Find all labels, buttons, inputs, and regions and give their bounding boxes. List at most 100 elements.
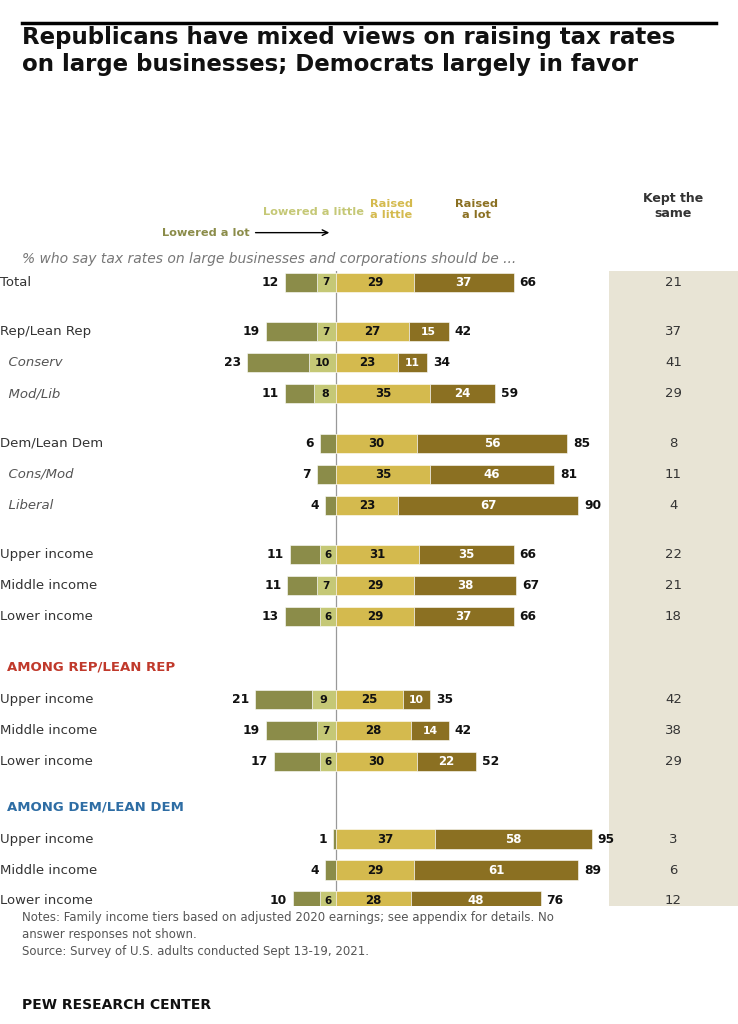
- Text: 21: 21: [665, 580, 682, 592]
- Text: Upper income: Upper income: [0, 833, 94, 846]
- Bar: [285, 607, 320, 627]
- Text: 11: 11: [264, 580, 281, 592]
- Text: 9: 9: [320, 694, 328, 705]
- Text: Raised
a little: Raised a little: [370, 199, 413, 220]
- Text: Middle income: Middle income: [0, 724, 97, 737]
- Text: % who say tax rates on large businesses and corporations should be ...: % who say tax rates on large businesses …: [22, 252, 517, 266]
- Text: 35: 35: [375, 387, 391, 400]
- Bar: [325, 496, 336, 515]
- Bar: [336, 272, 414, 292]
- Bar: [336, 752, 416, 771]
- Text: Notes: Family income tiers based on adjusted 2020 earnings; see appendix for det: Notes: Family income tiers based on adju…: [22, 911, 554, 958]
- Text: 66: 66: [520, 275, 537, 289]
- Text: Lower income: Lower income: [0, 895, 93, 907]
- Text: Mod/Lib: Mod/Lib: [0, 387, 61, 400]
- Text: Dem/Lean Dem: Dem/Lean Dem: [0, 437, 103, 450]
- Text: Conserv: Conserv: [0, 356, 63, 370]
- Bar: [430, 384, 494, 403]
- Text: Republicans have mixed views on raising tax rates
on large businesses; Democrats: Republicans have mixed views on raising …: [22, 26, 675, 76]
- Text: 18: 18: [665, 610, 682, 624]
- Bar: [414, 577, 517, 595]
- Text: 29: 29: [367, 610, 383, 624]
- Bar: [285, 272, 317, 292]
- Text: 38: 38: [665, 724, 682, 737]
- Text: 29: 29: [367, 275, 383, 289]
- Text: 10: 10: [269, 895, 287, 907]
- Text: Kept the
same: Kept the same: [644, 193, 703, 220]
- Text: AMONG REP/LEAN REP: AMONG REP/LEAN REP: [7, 660, 176, 674]
- Text: 90: 90: [584, 499, 601, 512]
- Text: 6: 6: [669, 863, 677, 877]
- Text: 30: 30: [368, 755, 384, 768]
- Text: 7: 7: [323, 726, 330, 735]
- Bar: [336, 607, 414, 627]
- Bar: [336, 323, 409, 341]
- Text: 42: 42: [455, 326, 472, 338]
- Text: 25: 25: [362, 693, 378, 707]
- Text: 95: 95: [598, 833, 615, 846]
- Text: Upper income: Upper income: [0, 693, 94, 707]
- Bar: [336, 465, 430, 483]
- Text: Lower income: Lower income: [0, 610, 93, 624]
- Bar: [414, 607, 514, 627]
- Text: 81: 81: [560, 468, 577, 480]
- Text: 76: 76: [546, 895, 564, 907]
- Text: 21: 21: [665, 275, 682, 289]
- Bar: [287, 577, 317, 595]
- Text: 28: 28: [365, 724, 382, 737]
- Bar: [419, 545, 514, 564]
- Bar: [317, 465, 336, 483]
- Bar: [247, 353, 309, 373]
- Text: 41: 41: [665, 356, 682, 370]
- Text: Liberal: Liberal: [0, 499, 53, 512]
- Text: Rep/Lean Rep: Rep/Lean Rep: [0, 326, 91, 338]
- Text: Lowered a little: Lowered a little: [263, 207, 364, 217]
- Bar: [325, 860, 336, 880]
- Text: 4: 4: [311, 863, 319, 877]
- Bar: [416, 433, 568, 453]
- Text: 24: 24: [454, 387, 471, 400]
- Bar: [290, 545, 320, 564]
- Bar: [336, 545, 419, 564]
- Text: 3: 3: [669, 833, 677, 846]
- Text: 12: 12: [665, 895, 682, 907]
- Text: 1: 1: [319, 833, 327, 846]
- Text: 11: 11: [261, 387, 279, 400]
- Text: 27: 27: [364, 326, 380, 338]
- Text: 29: 29: [665, 755, 682, 768]
- Bar: [266, 721, 317, 740]
- Text: 52: 52: [482, 755, 499, 768]
- Text: Total: Total: [0, 275, 31, 289]
- Text: 30: 30: [368, 437, 384, 450]
- Text: 10: 10: [314, 357, 330, 368]
- Bar: [336, 353, 398, 373]
- Bar: [274, 752, 320, 771]
- Text: 23: 23: [359, 499, 375, 512]
- Text: Upper income: Upper income: [0, 548, 94, 561]
- Bar: [336, 829, 435, 849]
- Text: Middle income: Middle income: [0, 580, 97, 592]
- Text: Lowered a lot: Lowered a lot: [162, 227, 328, 238]
- Text: 37: 37: [665, 326, 682, 338]
- Text: 19: 19: [243, 326, 260, 338]
- Bar: [309, 353, 336, 373]
- Text: 7: 7: [323, 581, 330, 591]
- Text: PEW RESEARCH CENTER: PEW RESEARCH CENTER: [22, 998, 211, 1013]
- Bar: [317, 323, 336, 341]
- Bar: [398, 353, 427, 373]
- Text: 17: 17: [251, 755, 268, 768]
- Text: 66: 66: [520, 610, 537, 624]
- Text: 37: 37: [455, 610, 472, 624]
- Bar: [336, 577, 414, 595]
- Text: 4: 4: [669, 499, 677, 512]
- Text: 56: 56: [484, 437, 500, 450]
- Text: 35: 35: [375, 468, 391, 480]
- Text: 14: 14: [423, 726, 438, 735]
- Text: 67: 67: [480, 499, 496, 512]
- Text: 59: 59: [500, 387, 518, 400]
- Text: 8: 8: [321, 389, 329, 398]
- Bar: [398, 496, 579, 515]
- Bar: [435, 829, 592, 849]
- Text: 48: 48: [468, 895, 484, 907]
- Text: 7: 7: [303, 468, 311, 480]
